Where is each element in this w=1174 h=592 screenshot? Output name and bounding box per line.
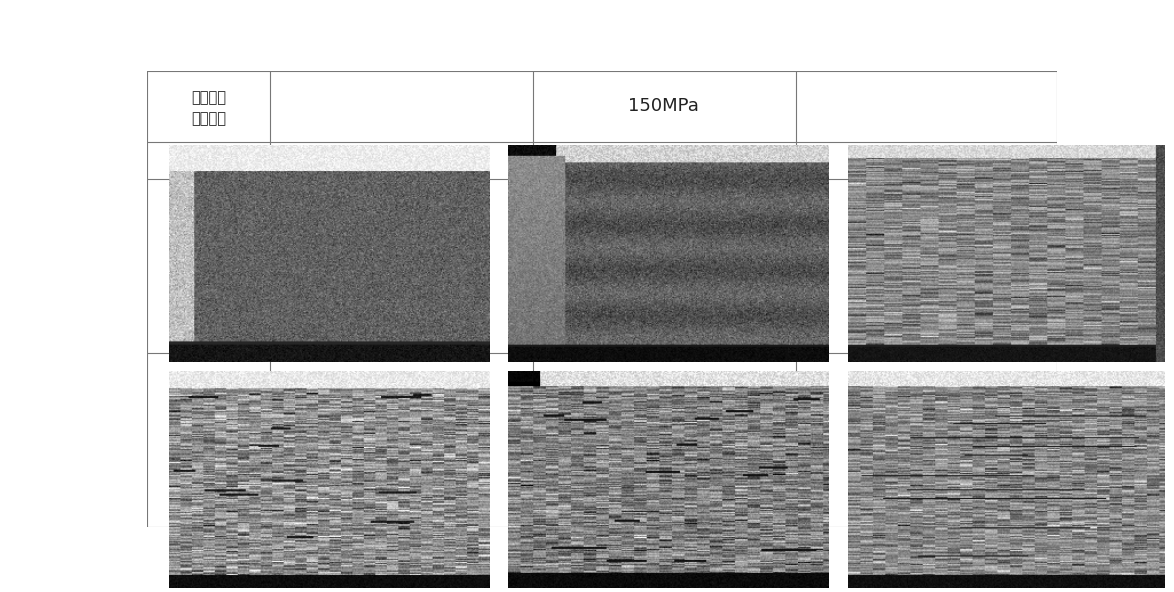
Text: 원주방향: 원주방향	[191, 91, 227, 105]
Bar	[147, 71, 1057, 141]
Text: 15°C/min: 15°C/min	[367, 153, 437, 168]
Text: 냉각개시: 냉각개시	[191, 417, 227, 432]
Text: 2°C/min: 2°C/min	[897, 153, 957, 168]
Bar	[147, 141, 1057, 179]
Text: (a): (a)	[198, 211, 218, 227]
Text: 400°C: 400°C	[185, 480, 231, 495]
Text: 300°C: 300°C	[185, 305, 231, 321]
Text: 냉각개시: 냉각개시	[191, 243, 227, 258]
Text: 온도:: 온도:	[197, 449, 220, 464]
Text: 150MPa: 150MPa	[628, 97, 699, 115]
Text: 냉각속도: 냉각속도	[191, 153, 227, 168]
Text: 온도:: 온도:	[197, 274, 220, 289]
Text: (b): (b)	[198, 386, 218, 401]
Text: 인장응력: 인장응력	[191, 111, 227, 127]
Text: 4°C/min: 4°C/min	[635, 153, 695, 168]
